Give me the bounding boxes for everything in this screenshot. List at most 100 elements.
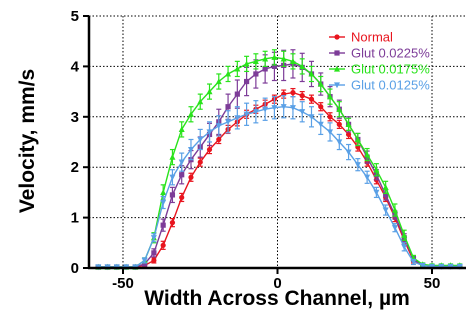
series-4 bbox=[95, 95, 463, 271]
series-3-point bbox=[401, 232, 408, 238]
series-4-point bbox=[289, 105, 296, 111]
series-3-point bbox=[280, 55, 287, 62]
series-1-point bbox=[299, 93, 305, 99]
series-2-point bbox=[160, 222, 166, 228]
series-4-point bbox=[364, 174, 371, 181]
series-4-point bbox=[327, 129, 334, 136]
series-3-point bbox=[299, 63, 306, 69]
series-2-point bbox=[253, 71, 259, 77]
x-tick-label: 50 bbox=[424, 275, 441, 292]
series-3-point bbox=[364, 151, 371, 158]
series-4-point bbox=[317, 121, 324, 128]
series-1-point bbox=[169, 220, 176, 226]
series-3-point bbox=[327, 93, 334, 100]
series-4-point bbox=[141, 257, 148, 264]
series-3-point bbox=[197, 98, 204, 105]
legend-item-2-marker bbox=[334, 50, 340, 56]
series-1-point bbox=[160, 242, 166, 248]
series-1-point bbox=[290, 90, 296, 96]
series-3-point bbox=[215, 78, 222, 85]
series-4-point bbox=[215, 123, 222, 130]
series-3-point bbox=[225, 70, 232, 77]
series-3-point bbox=[382, 184, 389, 190]
legend-item-1-label: Normal bbox=[351, 30, 393, 45]
series-1-point bbox=[151, 257, 157, 264]
series-layer bbox=[95, 49, 463, 271]
series-4-point bbox=[206, 129, 213, 136]
series-3-line bbox=[98, 56, 460, 268]
series-4-point bbox=[271, 105, 278, 111]
series-4-point bbox=[280, 104, 287, 110]
series-2-point bbox=[271, 63, 278, 69]
series-4-point bbox=[197, 136, 204, 143]
legend-item-3: Glut 0.0175% bbox=[329, 62, 430, 77]
series-1-point bbox=[318, 104, 324, 110]
legend-item-2: Glut 0.0225% bbox=[329, 46, 430, 61]
series-4-point bbox=[234, 115, 241, 122]
x-axis-label: Width Across Channel, µm bbox=[144, 287, 410, 310]
series-1-line bbox=[98, 91, 460, 268]
y-tick-label: 2 bbox=[71, 159, 79, 176]
series-1-point bbox=[188, 174, 194, 180]
legend-item-1: Normal bbox=[329, 30, 393, 45]
series-4-point bbox=[150, 235, 157, 241]
series-4-point bbox=[354, 162, 361, 168]
series-4-point bbox=[299, 109, 306, 115]
series-2-point bbox=[169, 192, 176, 198]
series-4-point bbox=[160, 199, 167, 206]
series-3-point bbox=[271, 54, 278, 60]
legend-item-1-marker bbox=[334, 34, 340, 40]
series-2-point bbox=[383, 192, 389, 198]
series-2-point bbox=[151, 250, 157, 256]
series-4-point bbox=[178, 159, 185, 166]
series-2-point bbox=[225, 104, 231, 110]
series-2-line bbox=[98, 63, 460, 268]
series-4-point bbox=[308, 114, 315, 120]
series-3-point bbox=[308, 70, 315, 77]
series-3-point bbox=[354, 136, 361, 143]
legend-item-4: Glut 0.0125% bbox=[329, 78, 430, 93]
series-3-point bbox=[289, 58, 296, 64]
y-tick-label: 0 bbox=[71, 260, 79, 277]
y-axis-label: Velocity, mm/s bbox=[16, 69, 39, 213]
series-3-point bbox=[345, 121, 352, 127]
legend-item-4-label: Glut 0.0125% bbox=[351, 78, 430, 93]
series-1-point bbox=[327, 114, 333, 120]
series-4-point bbox=[391, 225, 398, 231]
series-3-point bbox=[206, 88, 213, 95]
series-4-point bbox=[262, 106, 269, 113]
series-3-point bbox=[178, 126, 185, 132]
series-4-point bbox=[243, 111, 250, 118]
series-3-point bbox=[243, 60, 250, 67]
legend-item-4-marker bbox=[334, 82, 340, 89]
series-4-point bbox=[336, 139, 343, 146]
series-4-point bbox=[225, 119, 232, 126]
legend-item-3-marker bbox=[334, 65, 340, 72]
series-4-point bbox=[252, 109, 259, 115]
series-3-point bbox=[187, 111, 194, 117]
series-4-point bbox=[401, 244, 408, 251]
series-3-point bbox=[234, 65, 241, 72]
series-4-point bbox=[345, 149, 352, 156]
series-2-point bbox=[234, 91, 240, 97]
series-3-point bbox=[262, 55, 269, 62]
series-2-point bbox=[262, 66, 268, 72]
series-4-point bbox=[373, 189, 380, 196]
y-tick-label: 4 bbox=[71, 58, 80, 75]
legend-item-3-label: Glut 0.0175% bbox=[351, 62, 430, 77]
series-1-point bbox=[345, 131, 352, 138]
series-4-point bbox=[382, 207, 389, 214]
series-1-point bbox=[336, 121, 342, 127]
series-1-point bbox=[206, 146, 213, 153]
series-4-point bbox=[410, 259, 417, 266]
series-3-point bbox=[317, 80, 324, 87]
y-tick-label: 1 bbox=[71, 210, 79, 227]
y-tick-label: 3 bbox=[71, 109, 79, 126]
y-tick-label: 5 bbox=[71, 8, 79, 25]
axes: 0 1 2 3 4 5 -50 0 50 bbox=[71, 8, 466, 292]
x-tick-label: -50 bbox=[112, 275, 134, 292]
series-2-point bbox=[243, 78, 250, 85]
series-1-point bbox=[308, 96, 315, 102]
